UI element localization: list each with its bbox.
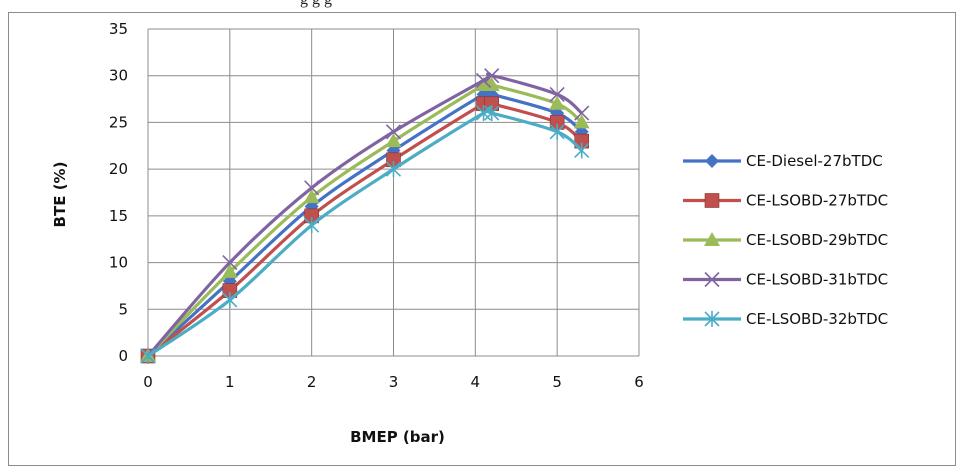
x-tick-label: 5 (552, 373, 562, 391)
y-axis-title: BTE (%) (51, 162, 69, 228)
x-tick-label: 2 (307, 373, 317, 391)
series-line (146, 88, 583, 358)
legend-label: CE-Diesel-27bTDC (746, 152, 883, 170)
legend: CE-Diesel-27bTDC CE-LSOBD-27bTDC CE-LSOBD-… (683, 152, 888, 328)
series-3 (140, 68, 590, 364)
x-tick-label: 3 (389, 373, 399, 391)
y-tick-label: 35 (109, 20, 128, 38)
legend-swatch-marker (704, 193, 720, 208)
data-point (484, 105, 500, 122)
series-0 (141, 87, 589, 363)
data-point (573, 114, 590, 129)
data-point (385, 124, 402, 140)
data-point (574, 142, 590, 159)
y-tick-label: 15 (109, 207, 128, 225)
y-tick-label: 25 (109, 113, 128, 131)
series-line (146, 78, 583, 358)
y-tick-label: 20 (109, 160, 128, 178)
data-point (475, 72, 492, 88)
data-point (221, 263, 238, 278)
legend-swatch-marker (704, 271, 720, 288)
legend-label: CE-LSOBD-29bTDC (746, 231, 888, 249)
series-layer (140, 68, 590, 364)
x-tick-label: 4 (471, 373, 481, 391)
series-4 (140, 105, 590, 364)
x-tick-label: 6 (634, 373, 644, 391)
data-point (140, 348, 156, 364)
data-point (549, 95, 566, 110)
legend-swatch-marker (704, 311, 720, 327)
legend-label: CE-LSOBD-32bTDC (746, 310, 888, 328)
figure-caption: g g g (300, 0, 332, 9)
figure-caption-strip: g g g (0, 0, 962, 10)
series-line (147, 106, 583, 358)
x-axis-title: BMEP (bar) (350, 428, 445, 446)
data-point (304, 180, 320, 196)
data-point (574, 105, 590, 121)
legend-label: CE-LSOBD-31bTDC (746, 271, 888, 289)
legend-entry-0: CE-Diesel-27bTDC (683, 152, 883, 170)
data-point (483, 77, 500, 92)
data-point (549, 86, 565, 102)
series-line (147, 97, 583, 358)
x-tick-label: 1 (225, 373, 235, 391)
data-point (385, 133, 402, 148)
legend-entry-2: CE-LSOBD-29bTDC (683, 231, 888, 249)
legend-entry-1: CE-LSOBD-27bTDC (683, 192, 888, 210)
legend-entry-3: CE-LSOBD-31bTDC (683, 271, 888, 289)
tick-labels: 0 5 10 15 20 25 30 35 0 1 2 3 4 5 6 (109, 20, 644, 391)
data-point (549, 123, 565, 140)
data-point (484, 68, 500, 84)
y-tick-label: 5 (118, 300, 128, 318)
legend-swatch-marker (704, 232, 720, 246)
data-point (303, 189, 320, 204)
data-point (385, 161, 402, 178)
y-tick-label: 10 (109, 254, 128, 272)
data-point (475, 105, 492, 122)
data-point (304, 217, 320, 234)
y-tick-label: 30 (109, 67, 128, 85)
legend-entry-4: CE-LSOBD-32bTDC (683, 310, 888, 328)
legend-label: CE-LSOBD-27bTDC (746, 192, 888, 210)
data-point (222, 255, 238, 271)
x-tick-label: 0 (143, 373, 153, 391)
series-1 (140, 96, 590, 364)
y-tick-label: 0 (118, 347, 128, 365)
legend-swatch-marker (705, 154, 719, 168)
grid-lines (147, 28, 640, 357)
data-point (222, 291, 238, 308)
